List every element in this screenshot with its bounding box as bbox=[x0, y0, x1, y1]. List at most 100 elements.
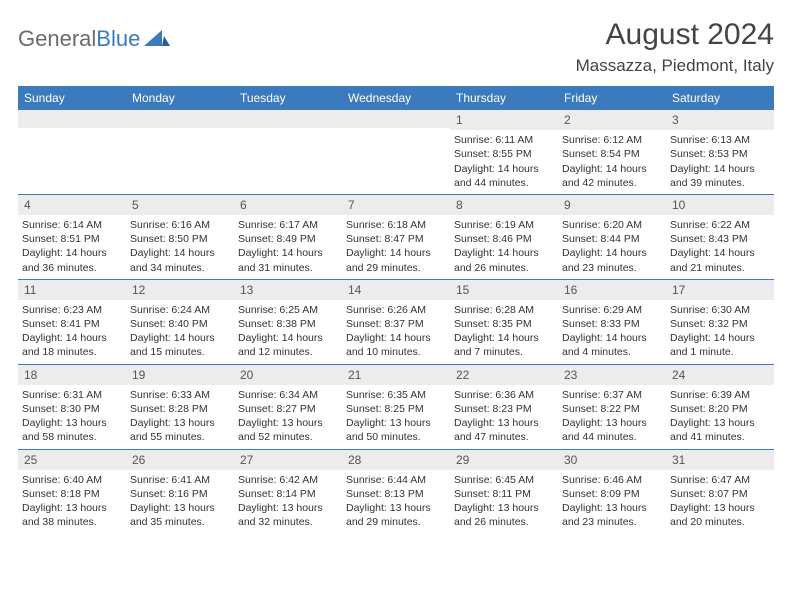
daylight-text: Daylight: 14 hours and 36 minutes. bbox=[22, 246, 122, 274]
sunrise-text: Sunrise: 6:44 AM bbox=[346, 473, 446, 487]
sunrise-text: Sunrise: 6:14 AM bbox=[22, 218, 122, 232]
day-cell: 12Sunrise: 6:24 AMSunset: 8:40 PMDayligh… bbox=[126, 280, 234, 364]
sunset-text: Sunset: 8:53 PM bbox=[670, 147, 770, 161]
day-number: 30 bbox=[558, 450, 666, 470]
daylight-text: Daylight: 14 hours and 31 minutes. bbox=[238, 246, 338, 274]
calendar: Sunday Monday Tuesday Wednesday Thursday… bbox=[18, 86, 774, 533]
day-number bbox=[126, 110, 234, 128]
day-number: 7 bbox=[342, 195, 450, 215]
day-number: 22 bbox=[450, 365, 558, 385]
sunset-text: Sunset: 8:49 PM bbox=[238, 232, 338, 246]
sunset-text: Sunset: 8:50 PM bbox=[130, 232, 230, 246]
day-cell: 10 Sunrise: 6:22 AMSunset: 8:43 PMDayligh… bbox=[666, 195, 774, 279]
day-cell: 23Sunrise: 6:37 AMSunset: 8:22 PMDayligh… bbox=[558, 365, 666, 449]
sunrise-text: Sunrise: 6:18 AM bbox=[346, 218, 446, 232]
day-body: Sunrise: 6:12 AMSunset: 8:54 PMDaylight:… bbox=[558, 133, 666, 190]
day-cell: 26Sunrise: 6:41 AMSunset: 8:16 PMDayligh… bbox=[126, 450, 234, 534]
day-cell: 19Sunrise: 6:33 AMSunset: 8:28 PMDayligh… bbox=[126, 365, 234, 449]
daylight-text: Daylight: 14 hours and 12 minutes. bbox=[238, 331, 338, 359]
sunset-text: Sunset: 8:07 PM bbox=[670, 487, 770, 501]
daylight-text: Daylight: 13 hours and 35 minutes. bbox=[130, 501, 230, 529]
sunset-text: Sunset: 8:18 PM bbox=[22, 487, 122, 501]
logo-triangle-icon bbox=[144, 26, 170, 52]
daylight-text: Daylight: 13 hours and 23 minutes. bbox=[562, 501, 662, 529]
weekday-row: Sunday Monday Tuesday Wednesday Thursday… bbox=[18, 86, 774, 110]
day-cell bbox=[342, 110, 450, 194]
day-body: Sunrise: 6:47 AMSunset: 8:07 PMDaylight:… bbox=[666, 473, 774, 530]
daylight-text: Daylight: 14 hours and 26 minutes. bbox=[454, 246, 554, 274]
sunrise-text: Sunrise: 6:45 AM bbox=[454, 473, 554, 487]
daylight-text: Daylight: 14 hours and 29 minutes. bbox=[346, 246, 446, 274]
day-body: Sunrise: 6:41 AMSunset: 8:16 PMDaylight:… bbox=[126, 473, 234, 530]
daylight-text: Daylight: 14 hours and 7 minutes. bbox=[454, 331, 554, 359]
day-number: 10 bbox=[666, 195, 774, 215]
daylight-text: Daylight: 13 hours and 47 minutes. bbox=[454, 416, 554, 444]
day-number: 4 bbox=[18, 195, 126, 215]
day-number: 19 bbox=[126, 365, 234, 385]
day-body: Sunrise: 6:28 AMSunset: 8:35 PMDaylight:… bbox=[450, 303, 558, 360]
daylight-text: Daylight: 13 hours and 26 minutes. bbox=[454, 501, 554, 529]
daylight-text: Daylight: 13 hours and 41 minutes. bbox=[670, 416, 770, 444]
sunset-text: Sunset: 8:22 PM bbox=[562, 402, 662, 416]
sunrise-text: Sunrise: 6:30 AM bbox=[670, 303, 770, 317]
sunrise-text: Sunrise: 6:11 AM bbox=[454, 133, 554, 147]
day-number: 3 bbox=[666, 110, 774, 130]
day-cell: 27Sunrise: 6:42 AMSunset: 8:14 PMDayligh… bbox=[234, 450, 342, 534]
day-cell: 28Sunrise: 6:44 AMSunset: 8:13 PMDayligh… bbox=[342, 450, 450, 534]
day-body: Sunrise: 6:24 AMSunset: 8:40 PMDaylight:… bbox=[126, 303, 234, 360]
day-number: 13 bbox=[234, 280, 342, 300]
daylight-text: Daylight: 14 hours and 44 minutes. bbox=[454, 162, 554, 190]
day-cell: 13Sunrise: 6:25 AMSunset: 8:38 PMDayligh… bbox=[234, 280, 342, 364]
sunset-text: Sunset: 8:28 PM bbox=[130, 402, 230, 416]
day-body: Sunrise: 6:16 AMSunset: 8:50 PMDaylight:… bbox=[126, 218, 234, 275]
day-number: 8 bbox=[450, 195, 558, 215]
sunrise-text: Sunrise: 6:31 AM bbox=[22, 388, 122, 402]
day-body: Sunrise: 6:46 AMSunset: 8:09 PMDaylight:… bbox=[558, 473, 666, 530]
sunset-text: Sunset: 8:20 PM bbox=[670, 402, 770, 416]
weekday-sunday: Sunday bbox=[18, 86, 126, 110]
sunrise-text: Sunrise: 6:40 AM bbox=[22, 473, 122, 487]
day-body: Sunrise: 6:30 AMSunset: 8:32 PMDaylight:… bbox=[666, 303, 774, 360]
logo-text-2: Blue bbox=[96, 26, 140, 52]
week-row: 11Sunrise: 6:23 AMSunset: 8:41 PMDayligh… bbox=[18, 279, 774, 364]
sunset-text: Sunset: 8:23 PM bbox=[454, 402, 554, 416]
day-cell: 25Sunrise: 6:40 AMSunset: 8:18 PMDayligh… bbox=[18, 450, 126, 534]
weekday-wednesday: Wednesday bbox=[342, 86, 450, 110]
day-number: 24 bbox=[666, 365, 774, 385]
day-number: 21 bbox=[342, 365, 450, 385]
sunrise-text: Sunrise: 6:20 AM bbox=[562, 218, 662, 232]
sunset-text: Sunset: 8:55 PM bbox=[454, 147, 554, 161]
day-body: Sunrise: 6:39 AMSunset: 8:20 PMDaylight:… bbox=[666, 388, 774, 445]
day-number: 31 bbox=[666, 450, 774, 470]
day-number: 1 bbox=[450, 110, 558, 130]
sunrise-text: Sunrise: 6:19 AM bbox=[454, 218, 554, 232]
sunrise-text: Sunrise: 6:29 AM bbox=[562, 303, 662, 317]
daylight-text: Daylight: 14 hours and 42 minutes. bbox=[562, 162, 662, 190]
day-cell: 9Sunrise: 6:20 AMSunset: 8:44 PMDaylight… bbox=[558, 195, 666, 279]
sunset-text: Sunset: 8:14 PM bbox=[238, 487, 338, 501]
day-cell: 21Sunrise: 6:35 AMSunset: 8:25 PMDayligh… bbox=[342, 365, 450, 449]
sunset-text: Sunset: 8:27 PM bbox=[238, 402, 338, 416]
calendar-page: GeneralBlue August 2024 Massazza, Piedmo… bbox=[0, 0, 792, 543]
sunset-text: Sunset: 8:44 PM bbox=[562, 232, 662, 246]
day-cell: 6Sunrise: 6:17 AMSunset: 8:49 PMDaylight… bbox=[234, 195, 342, 279]
day-body: Sunrise: 6:22 AMSunset: 8:43 PMDaylight:… bbox=[666, 218, 774, 275]
day-cell: 5Sunrise: 6:16 AMSunset: 8:50 PMDaylight… bbox=[126, 195, 234, 279]
day-body: Sunrise: 6:36 AMSunset: 8:23 PMDaylight:… bbox=[450, 388, 558, 445]
day-cell: 2Sunrise: 6:12 AMSunset: 8:54 PMDaylight… bbox=[558, 110, 666, 194]
day-number: 15 bbox=[450, 280, 558, 300]
day-body: Sunrise: 6:37 AMSunset: 8:22 PMDaylight:… bbox=[558, 388, 666, 445]
day-cell: 29Sunrise: 6:45 AMSunset: 8:11 PMDayligh… bbox=[450, 450, 558, 534]
sunrise-text: Sunrise: 6:24 AM bbox=[130, 303, 230, 317]
day-body: Sunrise: 6:13 AMSunset: 8:53 PMDaylight:… bbox=[666, 133, 774, 190]
day-body: Sunrise: 6:44 AMSunset: 8:13 PMDaylight:… bbox=[342, 473, 450, 530]
sunset-text: Sunset: 8:38 PM bbox=[238, 317, 338, 331]
daylight-text: Daylight: 14 hours and 34 minutes. bbox=[130, 246, 230, 274]
daylight-text: Daylight: 14 hours and 15 minutes. bbox=[130, 331, 230, 359]
daylight-text: Daylight: 13 hours and 44 minutes. bbox=[562, 416, 662, 444]
sunrise-text: Sunrise: 6:47 AM bbox=[670, 473, 770, 487]
sunset-text: Sunset: 8:46 PM bbox=[454, 232, 554, 246]
sunrise-text: Sunrise: 6:35 AM bbox=[346, 388, 446, 402]
day-number: 9 bbox=[558, 195, 666, 215]
header: GeneralBlue August 2024 Massazza, Piedmo… bbox=[18, 18, 774, 76]
